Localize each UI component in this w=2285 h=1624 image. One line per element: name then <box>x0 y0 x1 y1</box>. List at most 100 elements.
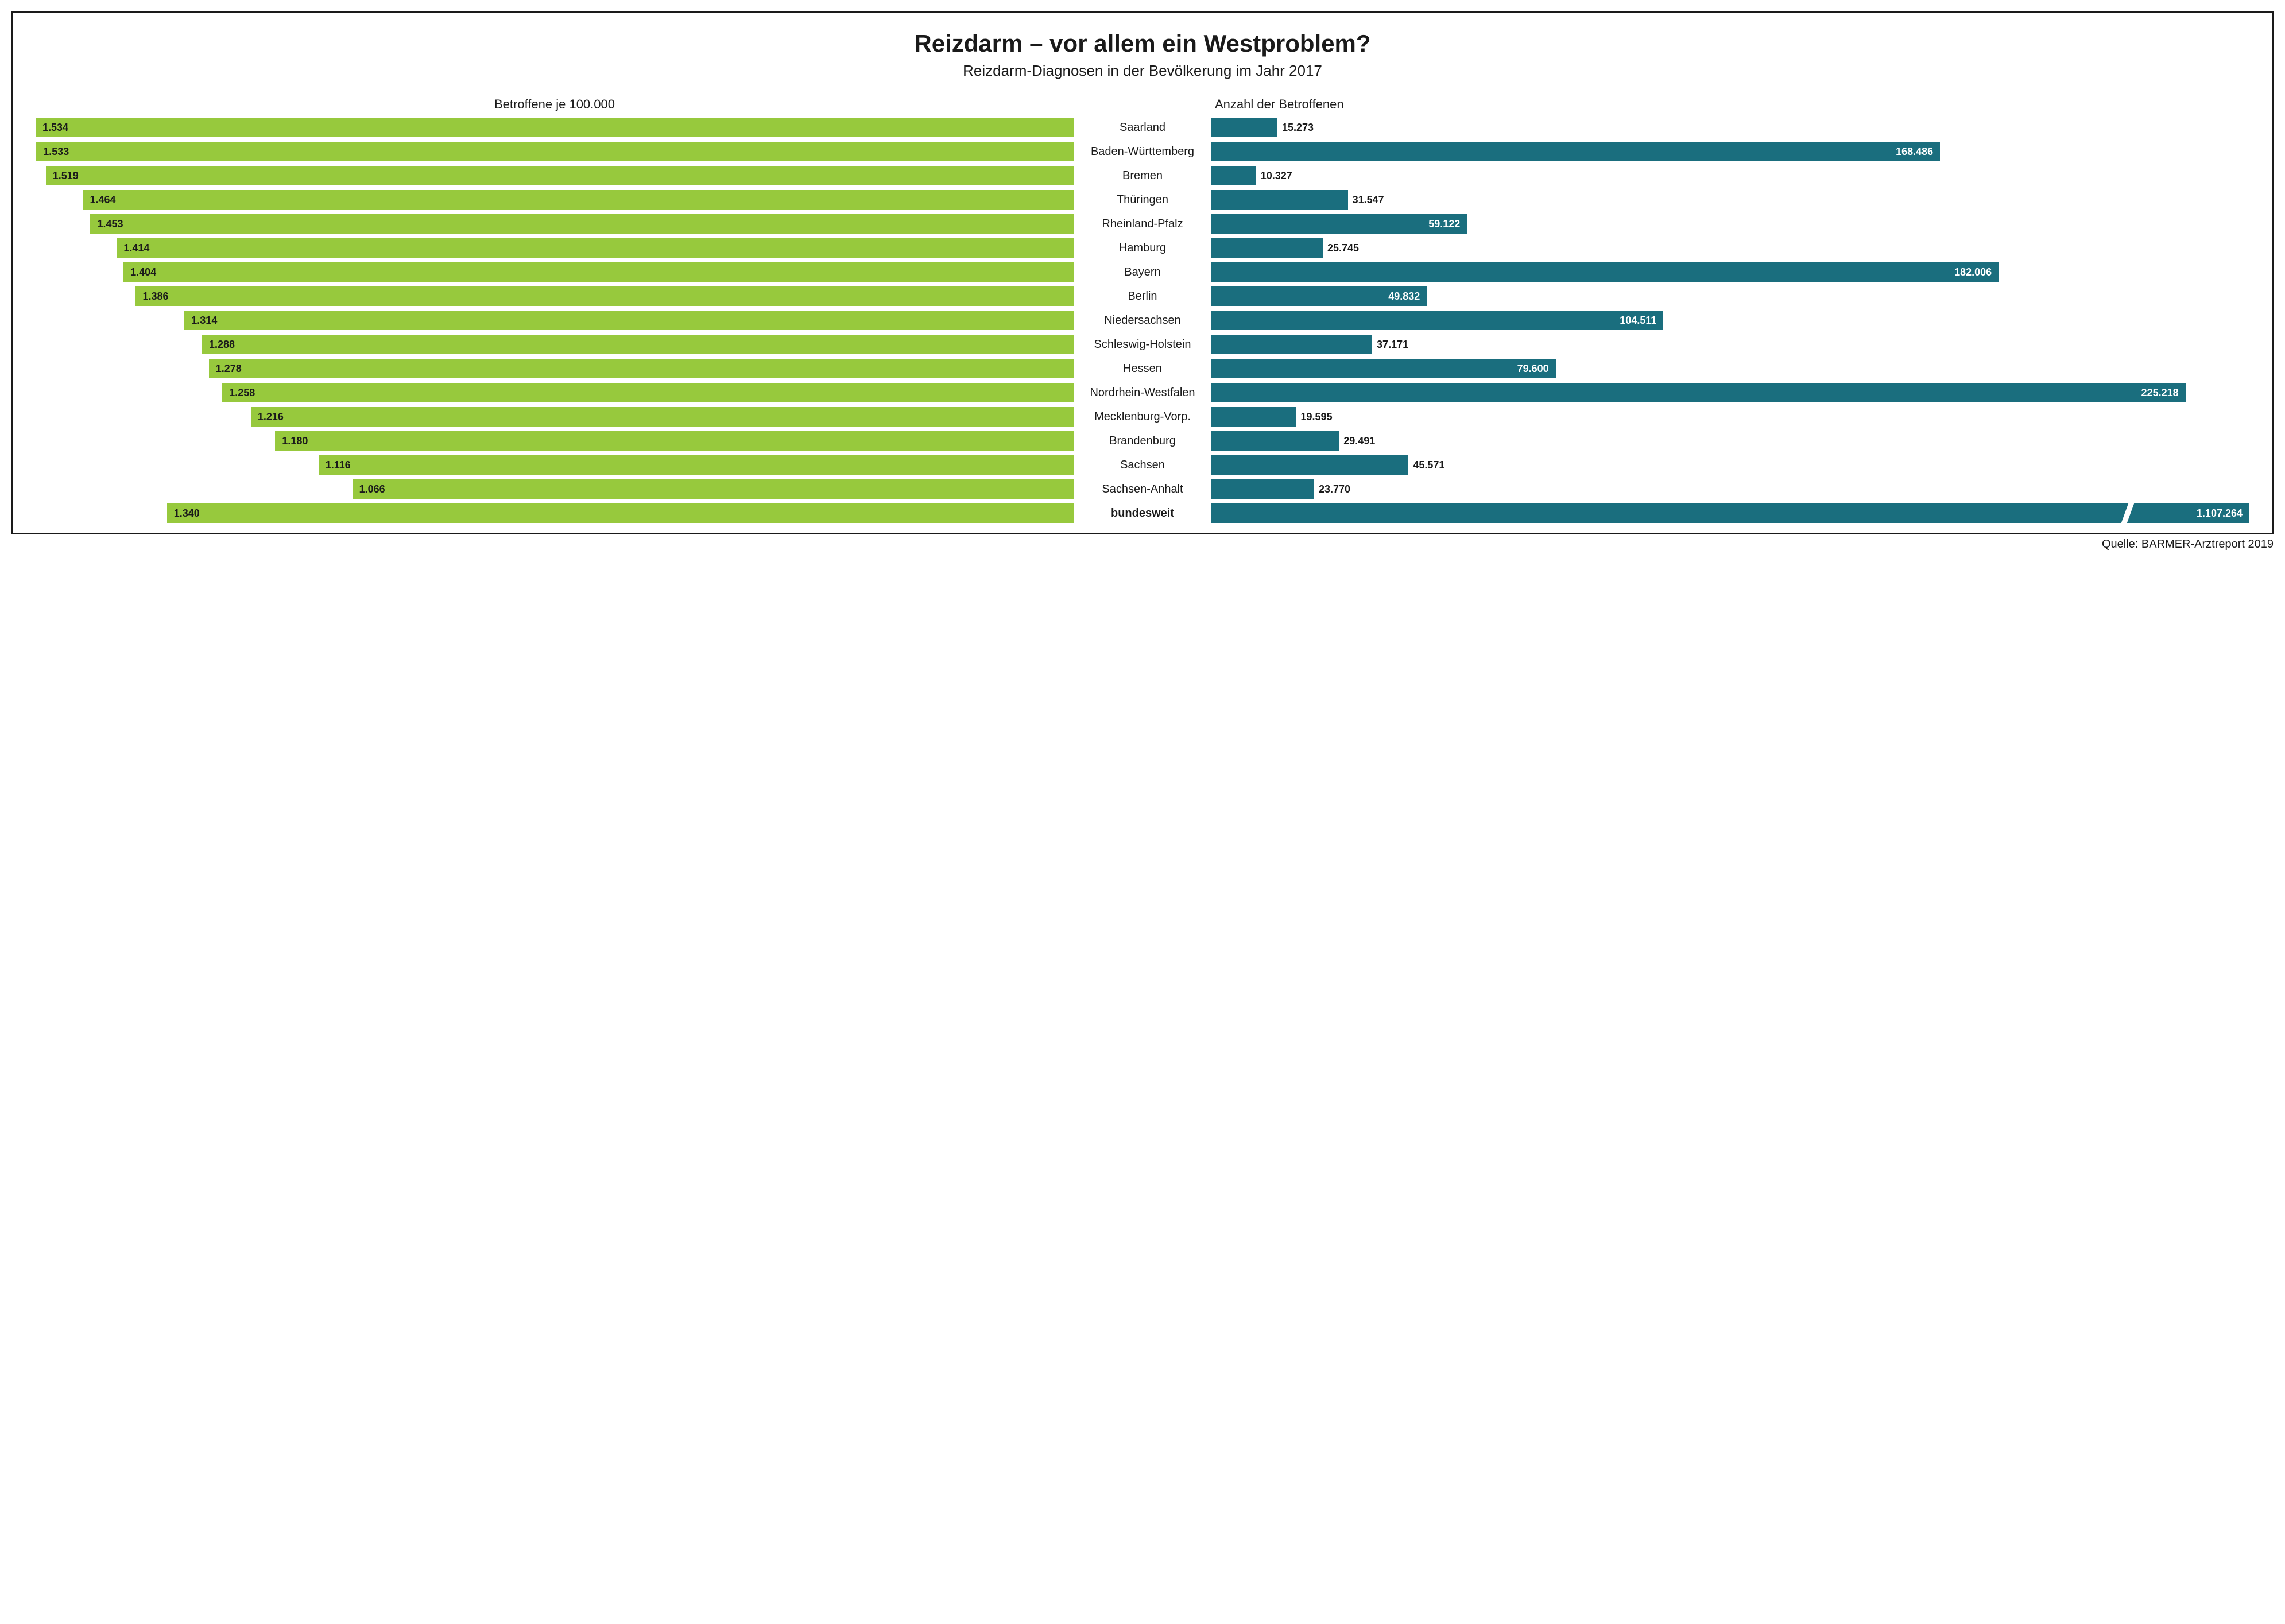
right-bar: 49.832 <box>1211 286 1427 306</box>
left-bar-cell: 1.404 <box>36 262 1074 282</box>
right-bar-value-outside: 10.327 <box>1256 170 1292 182</box>
left-bar: 1.116 <box>319 455 1074 475</box>
left-column-header: Betroffene je 100.000 <box>36 97 1074 118</box>
right-bar-cell: 45.571 <box>1211 455 2249 475</box>
right-bar-cell: 25.745 <box>1211 238 2249 258</box>
left-bar: 1.386 <box>135 286 1074 306</box>
left-bar-cell: 1.216 <box>36 407 1074 427</box>
right-bar-cell: 49.832 <box>1211 286 2249 306</box>
left-bar: 1.453 <box>90 214 1074 234</box>
row-label: Hessen <box>1079 359 1206 378</box>
left-bar: 1.288 <box>202 335 1074 354</box>
left-bar-cell: 1.414 <box>36 238 1074 258</box>
right-bar-cell: 104.511 <box>1211 311 2249 330</box>
right-bar-value-outside: 25.745 <box>1323 242 1359 254</box>
row-label: Berlin <box>1079 286 1206 306</box>
row-label: bundesweit <box>1079 503 1206 523</box>
chart-subtitle: Reizdarm-Diagnosen in der Bevölkerung im… <box>36 62 2249 80</box>
right-bar-cell: 37.171 <box>1211 335 2249 354</box>
chart-source: Quelle: BARMER-Arztreport 2019 <box>11 538 2274 551</box>
right-bar: 23.770 <box>1211 479 1314 499</box>
right-bar-cell: 59.122 <box>1211 214 2249 234</box>
right-bar: 168.486 <box>1211 142 1940 161</box>
row-label: Sachsen <box>1079 455 1206 475</box>
row-label: Baden-Württemberg <box>1079 142 1206 161</box>
right-bar-cell: 182.006 <box>1211 262 2249 282</box>
right-bar: 104.511 <box>1211 311 1663 330</box>
row-label: Thüringen <box>1079 190 1206 210</box>
left-bar: 1.216 <box>251 407 1074 427</box>
right-bar: 225.218 <box>1211 383 2186 402</box>
left-bar-cell: 1.534 <box>36 118 1074 137</box>
left-bar-cell: 1.314 <box>36 311 1074 330</box>
row-label: Rheinland-Pfalz <box>1079 214 1206 234</box>
left-bar-cell: 1.533 <box>36 142 1074 161</box>
right-bar: 19.595 <box>1211 407 1296 427</box>
right-bar-cell: 168.486 <box>1211 142 2249 161</box>
right-bar-cell: 1.107.264 <box>1211 503 2249 523</box>
left-bar: 1.314 <box>184 311 1074 330</box>
right-bar-value-outside: 31.547 <box>1348 194 1384 206</box>
left-bar-cell: 1.116 <box>36 455 1074 475</box>
right-column-header: Anzahl der Betroffenen <box>1211 97 2249 118</box>
left-bar: 1.533 <box>36 142 1074 161</box>
row-label: Bremen <box>1079 166 1206 185</box>
left-bar-cell: 1.258 <box>36 383 1074 402</box>
right-bar-value-outside: 29.491 <box>1339 435 1375 447</box>
left-bar-cell: 1.288 <box>36 335 1074 354</box>
left-bar: 1.534 <box>36 118 1074 137</box>
right-bar-value-outside: 37.171 <box>1372 339 1408 351</box>
row-label: Mecklenburg-Vorp. <box>1079 407 1206 427</box>
right-bar: 25.745 <box>1211 238 1323 258</box>
left-bar: 1.519 <box>46 166 1074 185</box>
left-bar: 1.404 <box>123 262 1074 282</box>
right-bar-value-outside: 15.273 <box>1277 122 1314 134</box>
left-bar-cell: 1.340 <box>36 503 1074 523</box>
mid-column-spacer <box>1079 97 1206 118</box>
row-label: Nordrhein-Westfalen <box>1079 383 1206 402</box>
left-bar: 1.414 <box>117 238 1074 258</box>
right-bar: 59.122 <box>1211 214 1467 234</box>
row-label: Sachsen-Anhalt <box>1079 479 1206 499</box>
right-bar-cell: 15.273 <box>1211 118 2249 137</box>
row-label: Niedersachsen <box>1079 311 1206 330</box>
right-bar-cell: 19.595 <box>1211 407 2249 427</box>
right-bar: 31.547 <box>1211 190 1348 210</box>
right-bar-cell: 23.770 <box>1211 479 2249 499</box>
right-bar: 79.600 <box>1211 359 1556 378</box>
left-bar-cell: 1.453 <box>36 214 1074 234</box>
right-bar-cell: 29.491 <box>1211 431 2249 451</box>
left-bar: 1.180 <box>275 431 1074 451</box>
left-bar-cell: 1.464 <box>36 190 1074 210</box>
right-bar: 10.327 <box>1211 166 1256 185</box>
diverging-bar-chart: Betroffene je 100.000 Anzahl der Betroff… <box>36 97 2249 528</box>
left-bar: 1.340 <box>167 503 1074 523</box>
row-label: Saarland <box>1079 118 1206 137</box>
right-bar-cell: 31.547 <box>1211 190 2249 210</box>
right-bar: 1.107.264 <box>1211 503 2249 523</box>
row-label: Schleswig-Holstein <box>1079 335 1206 354</box>
left-bar-cell: 1.519 <box>36 166 1074 185</box>
right-bar-cell: 10.327 <box>1211 166 2249 185</box>
axis-break-mark <box>2121 502 2135 525</box>
left-bar: 1.278 <box>209 359 1074 378</box>
chart-title: Reizdarm – vor allem ein Westproblem? <box>36 30 2249 57</box>
right-bar-cell: 79.600 <box>1211 359 2249 378</box>
right-bar-value-outside: 23.770 <box>1314 483 1350 495</box>
left-bar-cell: 1.180 <box>36 431 1074 451</box>
left-bar: 1.066 <box>353 479 1074 499</box>
row-label: Hamburg <box>1079 238 1206 258</box>
right-bar: 45.571 <box>1211 455 1408 475</box>
left-bar-cell: 1.386 <box>36 286 1074 306</box>
left-bar: 1.464 <box>83 190 1074 210</box>
chart-frame: Reizdarm – vor allem ein Westproblem? Re… <box>11 11 2274 534</box>
right-bar: 182.006 <box>1211 262 1999 282</box>
right-bar-value-outside: 45.571 <box>1408 459 1444 471</box>
left-bar: 1.258 <box>222 383 1074 402</box>
right-bar: 29.491 <box>1211 431 1339 451</box>
right-bar: 37.171 <box>1211 335 1372 354</box>
left-bar-cell: 1.066 <box>36 479 1074 499</box>
right-bar-value-outside: 19.595 <box>1296 411 1333 423</box>
right-bar: 15.273 <box>1211 118 1277 137</box>
right-bar-cell: 225.218 <box>1211 383 2249 402</box>
